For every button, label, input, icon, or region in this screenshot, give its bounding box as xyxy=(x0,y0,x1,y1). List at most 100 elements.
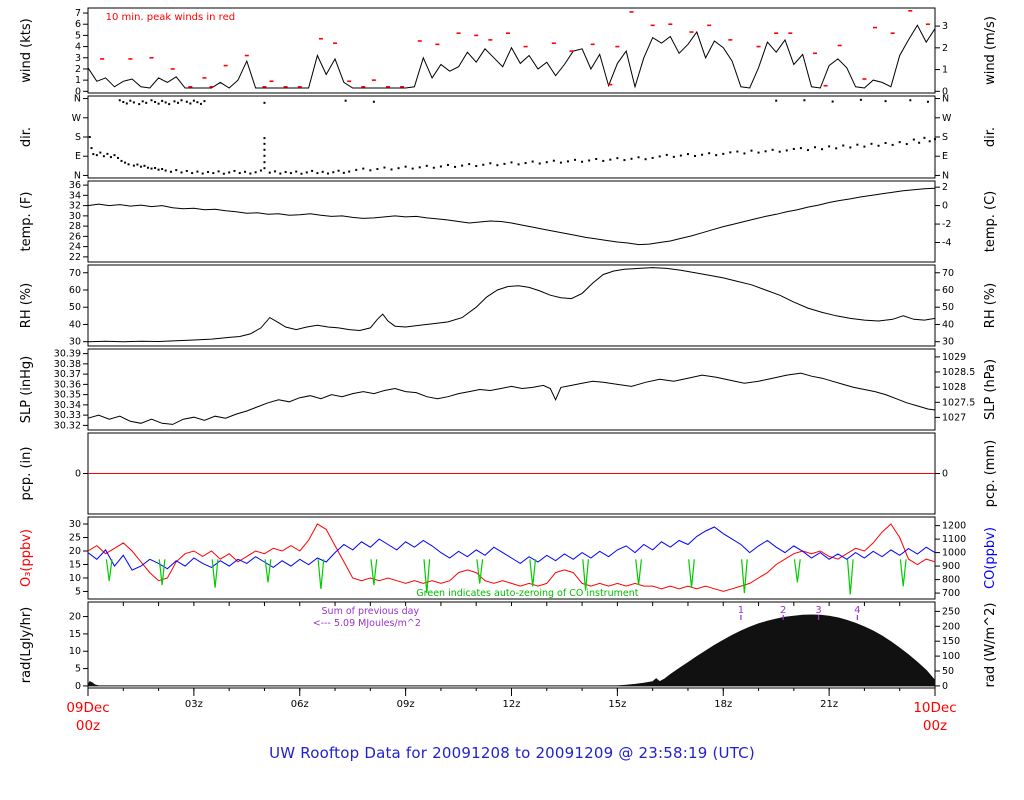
dir-left-tick-label: W xyxy=(72,113,82,124)
temp-left-tick-label: 26 xyxy=(69,231,81,242)
temp-right-axis-title: temp. (C) xyxy=(983,191,998,253)
pcp-right-tick-label: 0 xyxy=(942,469,948,480)
x-end-hour-label: 00z xyxy=(923,718,947,734)
slp-right-tick-label: 1027.5 xyxy=(942,397,975,408)
previous-day-sum-label: Sum of previous day xyxy=(322,606,420,617)
temp-left-tick-label: 34 xyxy=(69,190,81,201)
wind-left-tick-label: 2 xyxy=(75,64,81,75)
rad-left-tick-label: 20 xyxy=(69,612,81,623)
co-zeroing-green-spikes xyxy=(476,559,484,584)
slp-left-tick-label: 30.34 xyxy=(54,400,81,411)
dir-right-tick-label: E xyxy=(942,151,948,162)
co-zeroing-green-spikes xyxy=(846,559,854,595)
wind-speed-line xyxy=(87,24,936,89)
dir-panel-frame xyxy=(87,95,936,179)
dir-right-tick-label: W xyxy=(942,113,952,124)
wind-right-tick-label: 1 xyxy=(942,65,948,76)
chem-right-axis-title: CO(ppbv) xyxy=(983,527,998,589)
wind-left-tick-label: 6 xyxy=(75,19,81,30)
temp-left-axis-title: temp. (F) xyxy=(19,192,34,252)
pcp-left-axis-title: pcp. (in) xyxy=(19,447,34,501)
rad-right-tick-label: 150 xyxy=(942,636,960,647)
dir-left-tick-label: N xyxy=(74,170,81,181)
pressure-line xyxy=(87,372,936,425)
dir-right-tick-label: N xyxy=(942,170,949,181)
wind-left-tick-label: 4 xyxy=(75,42,81,53)
slp-left-tick-label: 30.35 xyxy=(54,390,81,401)
co-zeroing-green-spikes xyxy=(529,559,537,587)
slp-left-tick-label: 30.39 xyxy=(54,349,81,360)
temp-left-tick-label: 22 xyxy=(69,252,81,263)
x-axis: 03z 06z 09z 12z 15z 18z 21z 09Dec 00z 10Dec 00z xyxy=(66,688,957,734)
co-zeroing-green-spikes xyxy=(688,559,695,588)
rad-hour-marker-label: 3 xyxy=(815,605,821,616)
chem-left-tick-label: 30 xyxy=(69,519,81,530)
rad-hour-marker-label: 4 xyxy=(854,605,860,616)
panel-slp: 30.3230.3330.3430.3530.3630.3730.3830.39… xyxy=(19,348,998,431)
dir-left-tick-label: S xyxy=(75,132,81,143)
wind-right-tick-label: 2 xyxy=(942,43,948,54)
wind-right-tick-label: 0 xyxy=(942,86,948,97)
panel-rh: 30 40 50 60 70 30 40 50 60 70 RH (%) RH (%) xyxy=(19,264,998,348)
dir-left-tick-label: E xyxy=(75,151,81,162)
x-tick-label: 09z xyxy=(397,699,415,710)
chem-left-tick-label: 15 xyxy=(69,559,81,570)
wind-right-tick-label: 3 xyxy=(942,21,948,32)
chem-right-tick-label: 900 xyxy=(942,561,960,572)
pcp-right-axis-title: pcp. (mm) xyxy=(983,440,998,507)
x-tick-label: 12z xyxy=(503,699,521,710)
rh-left-tick-label: 40 xyxy=(69,319,81,330)
rh-panel-frame xyxy=(87,264,936,347)
rad-right-tick-label: 50 xyxy=(942,666,954,677)
slp-panel-frame xyxy=(87,348,936,431)
wind-left-tick-label: 7 xyxy=(75,8,81,19)
co-zeroing-green-spikes xyxy=(158,559,166,586)
rh-right-tick-label: 30 xyxy=(942,337,954,348)
chem-right-tick-label: 1200 xyxy=(942,521,966,532)
temperature-line xyxy=(87,187,936,246)
rh-right-tick-label: 50 xyxy=(942,302,954,313)
temp-right-tick-label: -2 xyxy=(942,219,951,230)
chem-left-tick-label: 20 xyxy=(69,546,81,557)
chem-left-axis-title: O₃(ppbv) xyxy=(19,529,34,587)
chem-left-tick-label: 10 xyxy=(69,573,81,584)
dir-right-tick-label: S xyxy=(942,132,948,143)
peak-winds-note: 10 min. peak winds in red xyxy=(106,12,235,23)
rad-right-tick-label: 200 xyxy=(942,621,960,632)
rh-right-axis-title: RH (%) xyxy=(983,283,998,328)
rh-right-tick-label: 40 xyxy=(942,319,954,330)
wind-panel-frame xyxy=(87,7,936,94)
co-zeroing-note: Green indicates auto-zeroing of CO instr… xyxy=(416,588,638,599)
temp-left-tick-label: 24 xyxy=(69,242,81,253)
temp-panel-frame xyxy=(87,180,936,263)
rh-left-tick-label: 60 xyxy=(69,285,81,296)
co-zeroing-green-spikes xyxy=(793,559,801,583)
dir-right-tick-label: N xyxy=(942,94,949,105)
dir-left-axis-title: dir. xyxy=(19,127,34,147)
slp-left-tick-label: 30.37 xyxy=(54,369,81,380)
pcp-left-tick-label: 0 xyxy=(75,469,81,480)
temp-right-tick-label: 0 xyxy=(942,201,948,212)
panel-pcp: 0 0 pcp. (in) pcp. (mm) xyxy=(19,432,998,515)
x-tick-label: 18z xyxy=(714,699,732,710)
slp-left-axis-title: SLP (inHg) xyxy=(19,356,34,424)
previous-day-sum-value: <--- 5.09 MJoules/m^2 xyxy=(313,618,421,629)
chem-panel-frame xyxy=(87,516,936,600)
rh-left-tick-label: 30 xyxy=(69,337,81,348)
chem-right-tick-label: 1000 xyxy=(942,548,966,559)
rad-right-axis-title: rad (W/m^2) xyxy=(983,603,998,688)
rad-left-tick-label: 10 xyxy=(69,646,81,657)
slp-left-tick-label: 30.36 xyxy=(54,379,81,390)
co-zeroing-green-spikes xyxy=(370,559,378,586)
x-start-date-label: 09Dec xyxy=(66,700,109,716)
x-end-date-label: 10Dec xyxy=(913,700,956,716)
wind-left-tick-label: 3 xyxy=(75,53,81,64)
rad-left-tick-label: 0 xyxy=(75,681,81,692)
x-start-hour-label: 00z xyxy=(76,718,100,734)
slp-right-tick-label: 1029 xyxy=(942,352,966,363)
co-zeroing-green-spikes xyxy=(899,559,907,587)
rad-left-tick-label: 15 xyxy=(69,629,81,640)
